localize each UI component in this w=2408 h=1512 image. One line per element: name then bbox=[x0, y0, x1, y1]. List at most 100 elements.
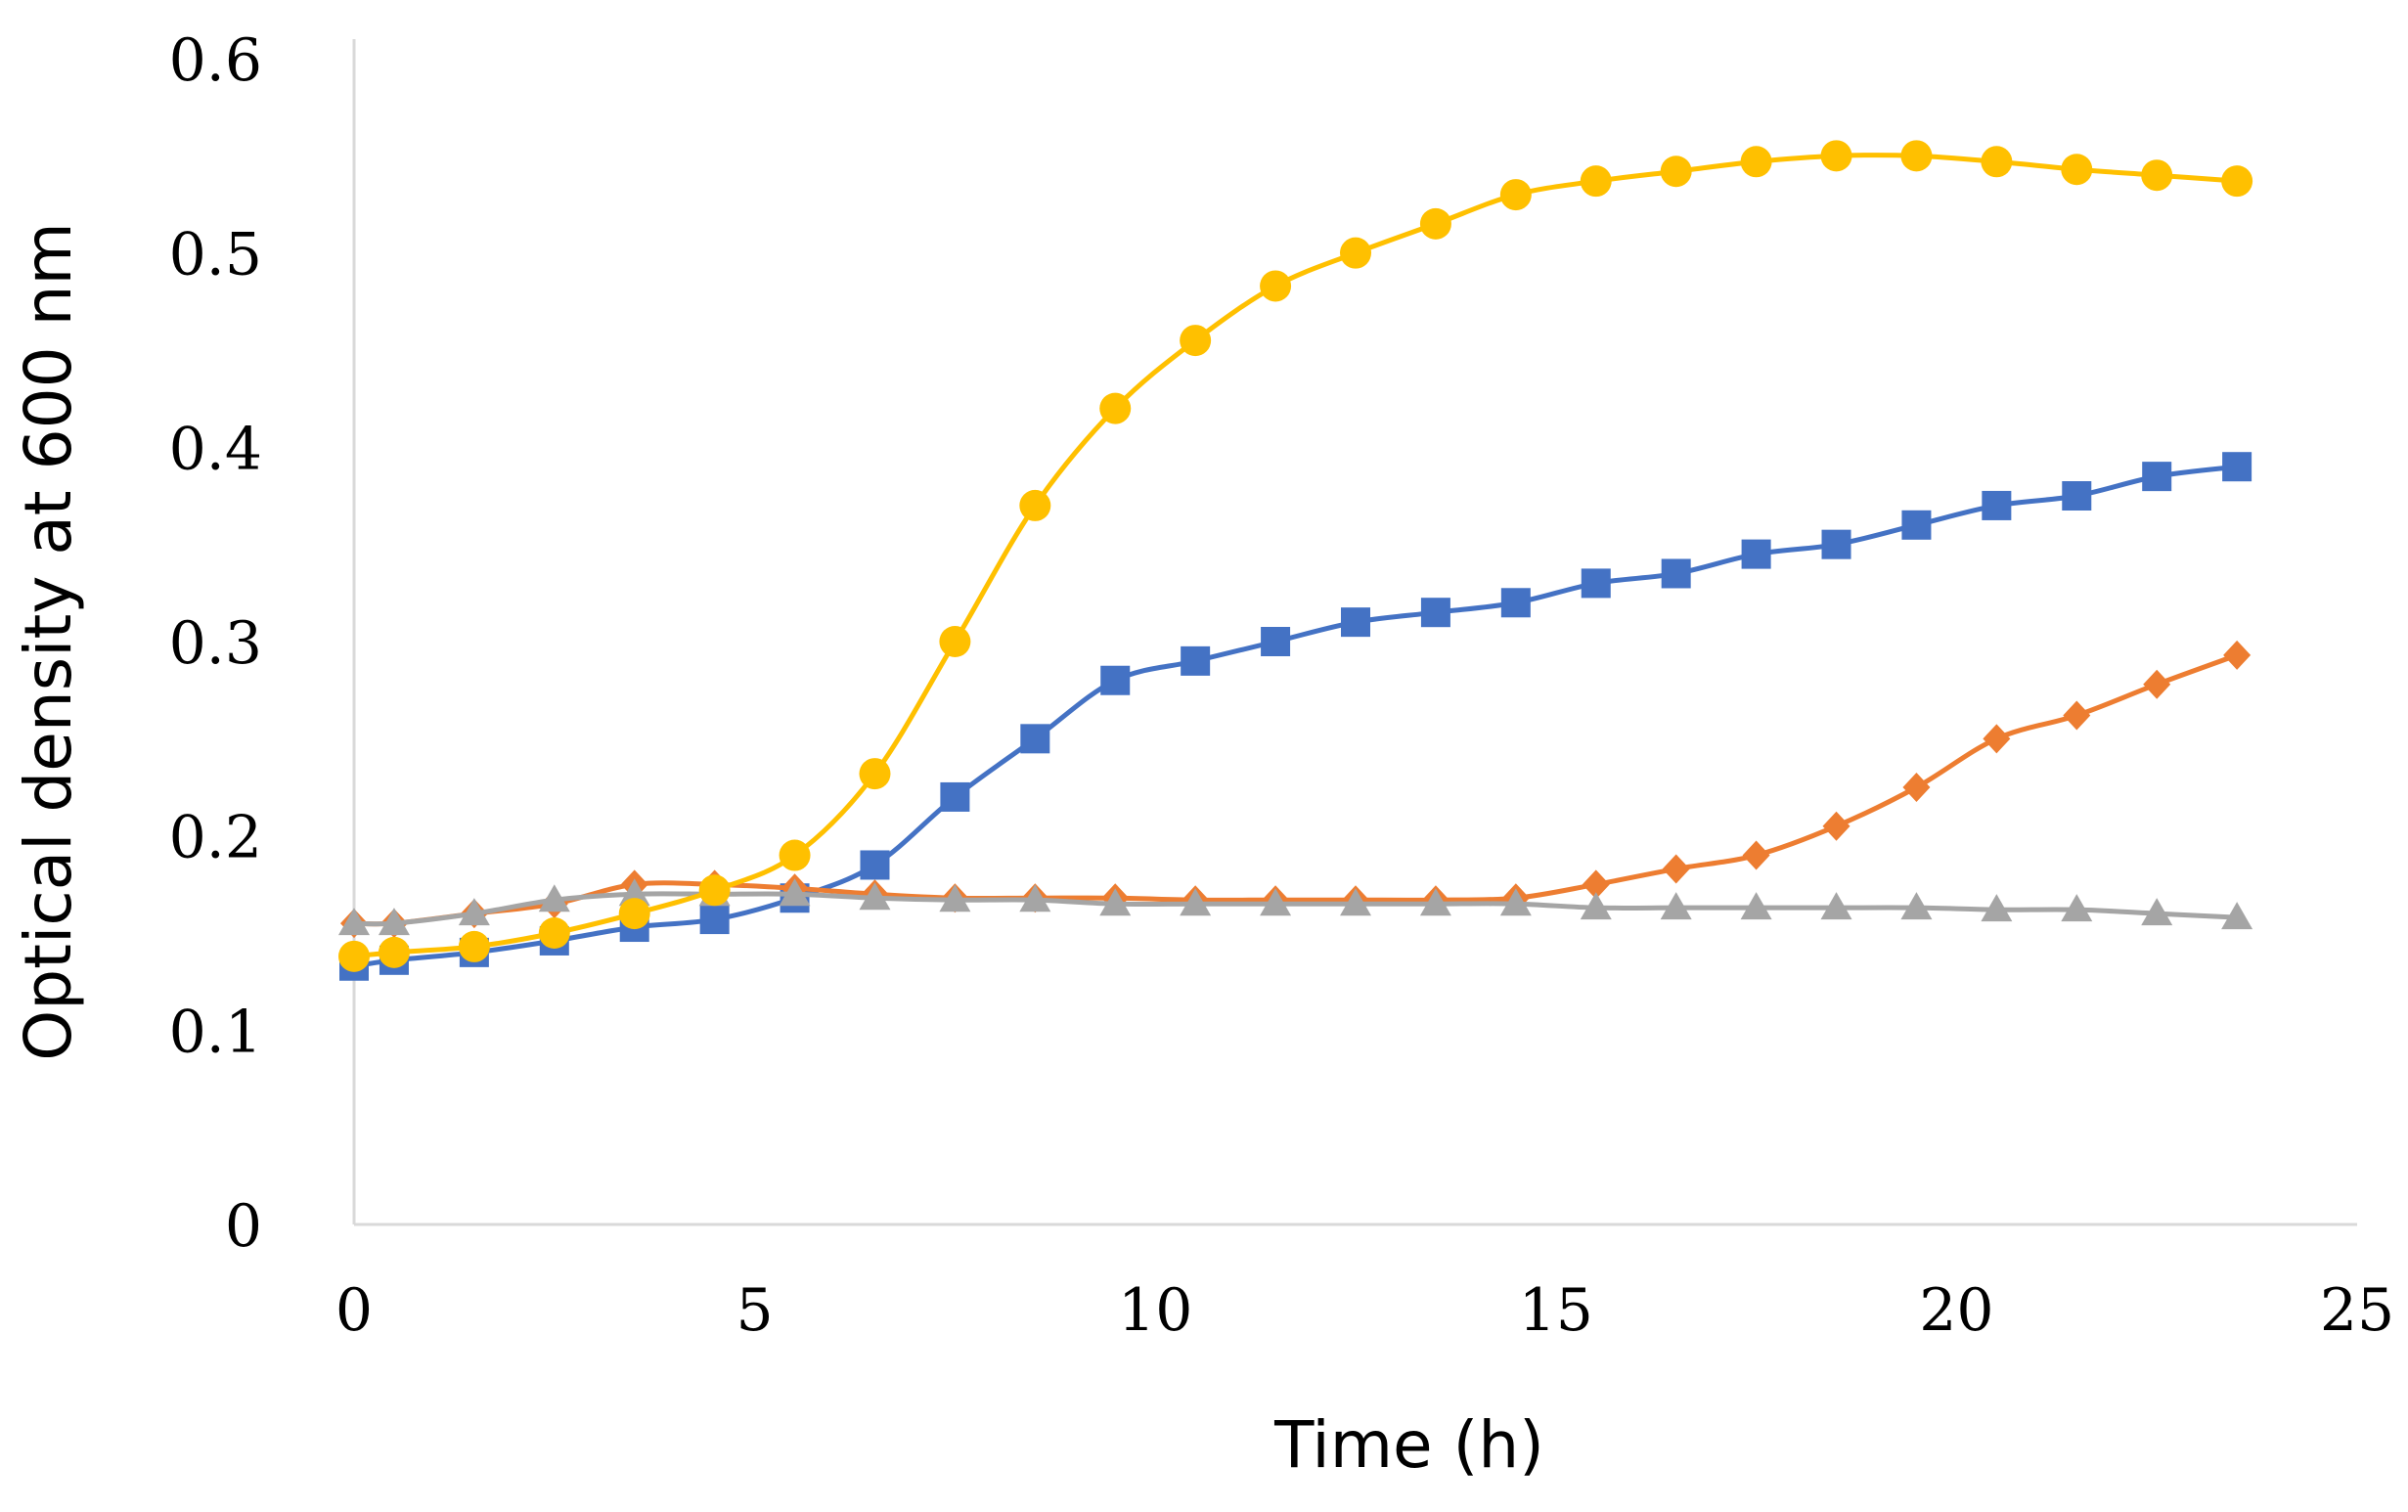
data-point-circle bbox=[538, 917, 570, 949]
y-tick-labels: 0 0.1 0.2 0.3 0.4 0.5 0.6 bbox=[169, 26, 262, 1261]
data-point-square bbox=[1661, 558, 1691, 589]
data-point-diamond bbox=[2143, 669, 2171, 699]
series-gray-triangles bbox=[338, 878, 2253, 936]
data-point-circle bbox=[1580, 165, 1612, 198]
data-point-triangle bbox=[1180, 888, 1212, 916]
series-layer bbox=[338, 140, 2253, 981]
data-point-circle bbox=[1340, 237, 1371, 269]
data-point-triangle bbox=[338, 908, 370, 936]
data-point-triangle bbox=[458, 898, 490, 926]
data-point-circle bbox=[1419, 207, 1451, 240]
data-point-triangle bbox=[1740, 892, 1772, 920]
data-point-triangle bbox=[859, 882, 891, 911]
y-tick-label: 0.6 bbox=[169, 26, 262, 95]
data-point-circle bbox=[1499, 179, 1532, 211]
data-point-circle bbox=[1019, 489, 1051, 521]
data-point-circle bbox=[2061, 154, 2093, 186]
data-point-square bbox=[2222, 452, 2252, 482]
data-point-circle bbox=[458, 930, 490, 962]
data-point-diamond bbox=[2223, 640, 2252, 670]
x-tick-label: 5 bbox=[736, 1276, 774, 1345]
x-tick-label: 25 bbox=[2320, 1276, 2394, 1345]
data-point-triangle bbox=[1900, 892, 1933, 920]
data-point-triangle bbox=[1981, 894, 2013, 922]
data-point-triangle bbox=[378, 908, 410, 936]
data-point-triangle bbox=[538, 884, 570, 912]
data-point-square bbox=[2142, 462, 2172, 492]
data-point-triangle bbox=[618, 878, 650, 907]
data-point-square bbox=[1341, 607, 1370, 638]
data-point-triangle bbox=[2141, 898, 2173, 926]
data-point-circle bbox=[1260, 270, 1292, 302]
y-axis-title: Optical density at 600 nm bbox=[11, 222, 86, 1060]
data-point-triangle bbox=[1580, 892, 1612, 920]
data-point-square bbox=[860, 850, 890, 880]
x-tick-label: 20 bbox=[1919, 1276, 1993, 1345]
data-point-square bbox=[699, 905, 730, 935]
x-tick-labels: 0 5 10 15 20 25 bbox=[335, 1276, 2394, 1345]
data-point-triangle bbox=[2061, 894, 2093, 922]
data-point-triangle bbox=[939, 884, 971, 912]
y-tick-label: 0 bbox=[225, 1192, 262, 1261]
axes-layer bbox=[352, 39, 2357, 1226]
data-point-circle bbox=[1820, 140, 1852, 172]
series-yellow-circles bbox=[338, 140, 2253, 972]
data-point-circle bbox=[2141, 159, 2173, 192]
data-point-circle bbox=[2221, 165, 2253, 198]
data-point-circle bbox=[1660, 156, 1692, 188]
data-point-square bbox=[1020, 724, 1050, 754]
data-point-diamond bbox=[1582, 869, 1610, 900]
data-point-triangle bbox=[779, 878, 811, 907]
data-point-diamond bbox=[1662, 854, 1690, 884]
data-point-square bbox=[1500, 588, 1531, 618]
data-point-circle bbox=[939, 626, 971, 657]
data-point-square bbox=[1741, 539, 1771, 569]
y-tick-label: 0.3 bbox=[169, 609, 262, 678]
x-tick-label: 10 bbox=[1118, 1276, 1192, 1345]
x-tick-label: 15 bbox=[1519, 1276, 1593, 1345]
data-point-square bbox=[2062, 481, 2092, 511]
data-point-circle bbox=[859, 758, 891, 790]
data-point-circle bbox=[1180, 325, 1212, 357]
data-point-circle bbox=[618, 898, 650, 930]
data-point-triangle bbox=[1019, 884, 1051, 912]
y-tick-label: 0.4 bbox=[169, 415, 262, 483]
data-point-diamond bbox=[1983, 724, 2011, 754]
y-tick-label: 0.2 bbox=[169, 804, 262, 872]
data-point-square bbox=[1821, 529, 1851, 559]
data-point-circle bbox=[1099, 392, 1132, 424]
x-tick-label: 0 bbox=[335, 1276, 373, 1345]
data-point-triangle bbox=[1499, 888, 1532, 916]
data-point-circle bbox=[1900, 140, 1933, 172]
data-point-triangle bbox=[1340, 888, 1371, 916]
data-point-triangle bbox=[1099, 888, 1132, 916]
data-point-diamond bbox=[1822, 811, 1851, 841]
data-point-diamond bbox=[2063, 700, 2091, 731]
data-point-square bbox=[1420, 598, 1450, 628]
data-point-circle bbox=[378, 936, 410, 968]
data-point-square bbox=[1581, 568, 1611, 599]
data-point-square bbox=[940, 781, 970, 812]
data-point-diamond bbox=[1742, 840, 1770, 870]
data-point-triangle bbox=[1820, 892, 1852, 920]
data-point-diamond bbox=[1902, 773, 1931, 802]
data-point-circle bbox=[779, 839, 811, 871]
data-point-circle bbox=[1981, 146, 2013, 178]
data-point-triangle bbox=[1660, 892, 1692, 920]
data-point-circle bbox=[698, 874, 731, 907]
data-point-square bbox=[1261, 627, 1291, 656]
data-point-circle bbox=[1740, 146, 1772, 178]
data-point-triangle bbox=[1260, 888, 1292, 916]
data-point-circle bbox=[338, 940, 370, 972]
data-point-square bbox=[1982, 490, 2012, 520]
y-tick-label: 0.1 bbox=[169, 998, 262, 1066]
data-point-triangle bbox=[1419, 888, 1451, 916]
data-point-square bbox=[1901, 510, 1932, 540]
data-point-square bbox=[1100, 665, 1131, 695]
series-line-yellow-circles bbox=[351, 153, 2240, 959]
data-point-square bbox=[1181, 645, 1211, 676]
x-axis-title: Time (h) bbox=[1273, 1407, 1544, 1483]
y-tick-label: 0.5 bbox=[169, 221, 262, 289]
